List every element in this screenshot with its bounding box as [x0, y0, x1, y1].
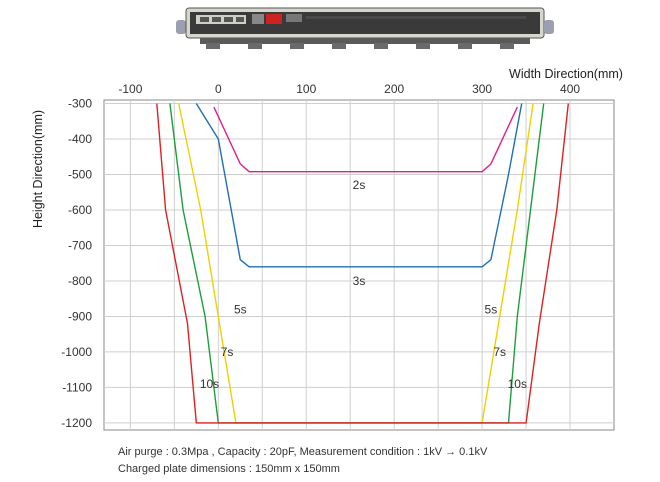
y-tick-label: -500 [68, 168, 92, 182]
series-line-10s [156, 103, 569, 424]
y-axis-title: Height Direction(mm) [31, 110, 45, 228]
curve-label-10s: 10s [200, 377, 219, 391]
curve-label-5s: 5s [485, 302, 498, 316]
x-tick-label: 100 [296, 82, 316, 96]
y-tick-label: -1000 [61, 345, 92, 359]
y-tick-label: -300 [68, 97, 92, 111]
y-tick-label: -800 [68, 274, 92, 288]
series-line-5s [178, 103, 534, 424]
plate-dimensions-note: Charged plate dimensions : 150mm x 150mm [118, 463, 340, 475]
nozzle [500, 43, 514, 49]
y-tick-label: -700 [68, 238, 92, 252]
curve-label-10s: 10s [508, 377, 527, 391]
y-tick-label: -1200 [61, 416, 92, 430]
y-tick-label: -400 [68, 132, 92, 146]
plot-frame [103, 99, 615, 431]
nozzle [332, 43, 346, 49]
ionizer-bar-device-icon [176, 7, 554, 44]
x-tick-labels: -100 0 100 200 300 400 [118, 82, 580, 96]
measurement-condition-note: Air purge : 0.3Mpa , Capacity : 20pF, Me… [118, 446, 488, 458]
series-lines [156, 103, 569, 424]
curve-label-7s: 7s [221, 345, 234, 359]
x-tick-label: 0 [215, 82, 222, 96]
nozzle [458, 43, 472, 49]
curve-label-2s: 2s [353, 178, 366, 192]
chart-area: -100 0 100 200 300 400 -300-400-500-600-700-8… [31, 67, 623, 431]
x-tick-label: 300 [472, 82, 492, 96]
nozzle [416, 43, 430, 49]
x-tick-label: 400 [560, 82, 580, 96]
nozzle [290, 43, 304, 49]
y-tick-label: -1100 [62, 380, 92, 394]
x-axis-title: Width Direction(mm) [509, 67, 623, 81]
curve-label-3s: 3s [353, 274, 366, 288]
nozzle-row [206, 43, 514, 49]
nozzle [374, 43, 388, 49]
series-line-3s [195, 103, 523, 268]
x-tick-label: 200 [384, 82, 404, 96]
series-line-2s [213, 106, 518, 173]
y-tick-label: -900 [68, 309, 92, 323]
nozzle [206, 43, 220, 49]
curve-labels: 2s 3s 5s 5s 7s 7s 10s 10s [200, 178, 527, 391]
curve-label-7s: 7s [493, 345, 506, 359]
y-tick-labels: -300 -400 -500 -600 -700 -800 -900 -1000 -1100 -1… [61, 97, 92, 430]
curve-label-5s: 5s [234, 302, 247, 316]
nozzle [248, 43, 262, 49]
y-tick-label: -600 [68, 203, 92, 217]
ionizer-bar-image [176, 7, 554, 49]
x-tick-label: -100 [118, 82, 142, 96]
